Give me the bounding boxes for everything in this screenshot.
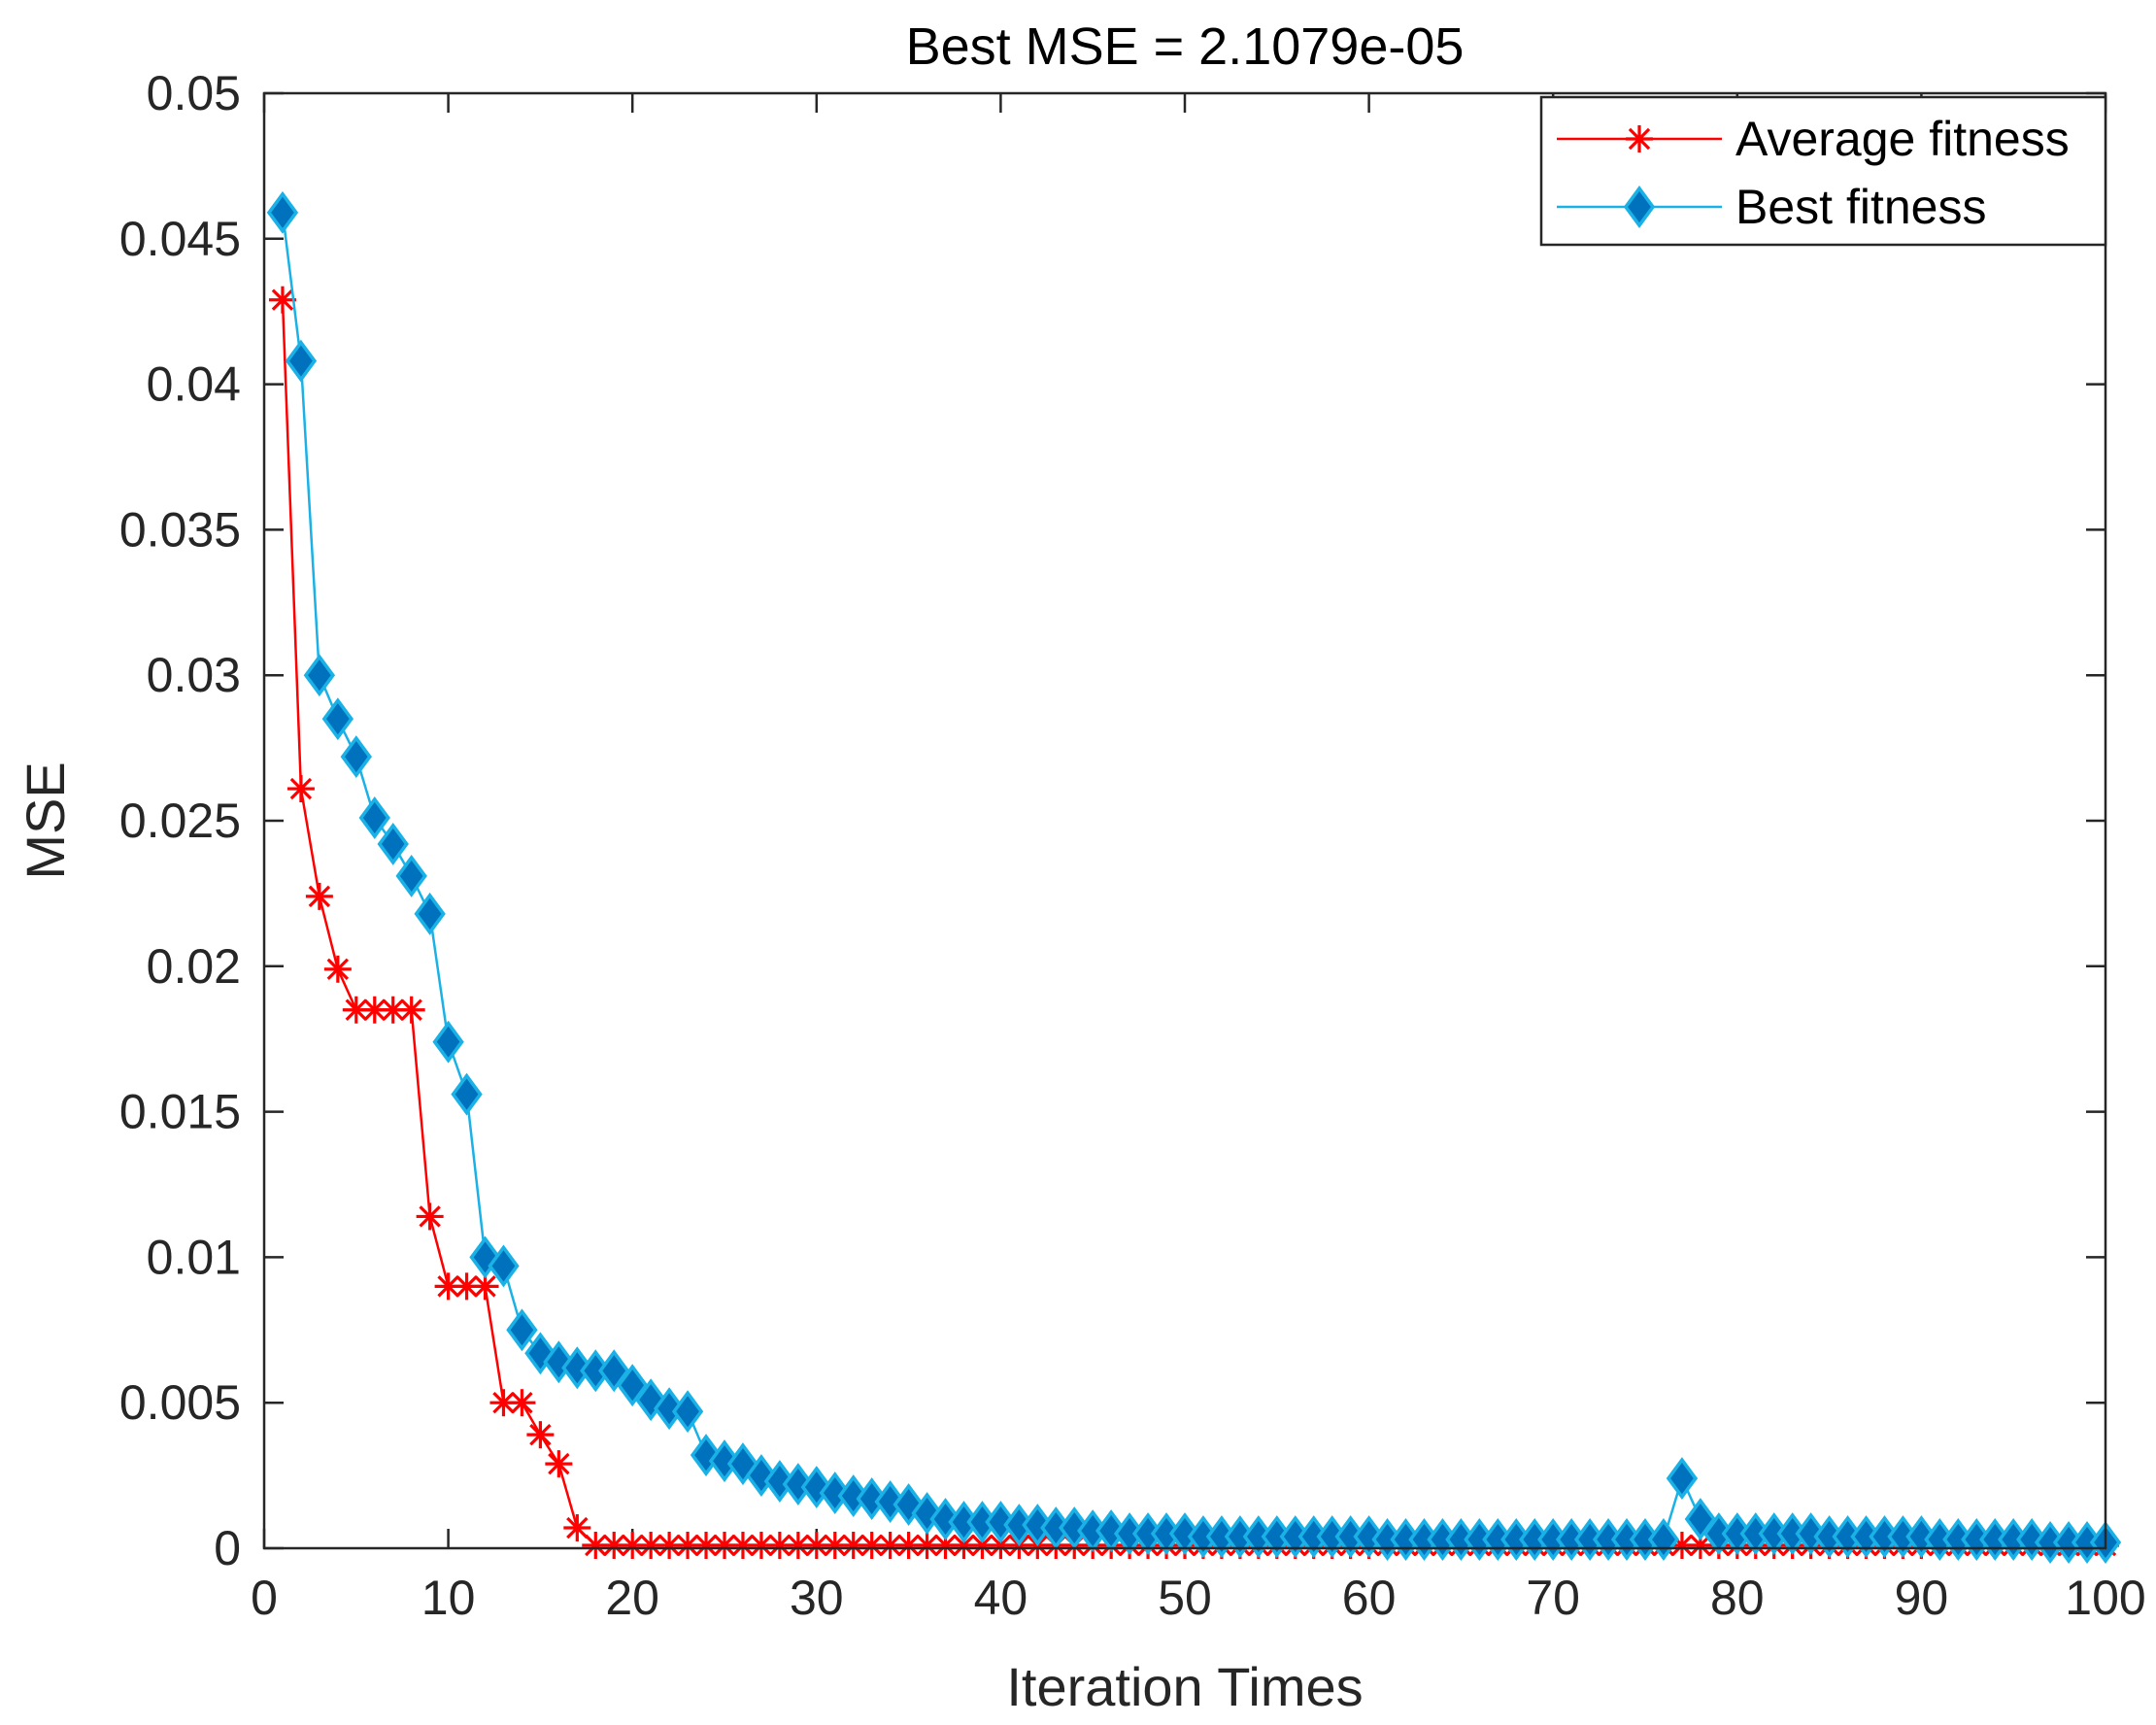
x-tick-label: 0	[251, 1571, 278, 1625]
best-fitness-point	[763, 1460, 796, 1504]
average-fitness-point	[821, 1532, 849, 1560]
x-tick-label: 20	[605, 1571, 659, 1625]
y-tick-label: 0.05	[147, 66, 241, 120]
average-fitness-point	[526, 1421, 555, 1449]
average-fitness-point	[379, 996, 407, 1024]
average-fitness-point	[323, 955, 352, 983]
best-fitness-point	[819, 1471, 851, 1515]
y-tick-label: 0	[214, 1521, 241, 1575]
average-fitness-point	[876, 1532, 904, 1560]
y-tick-label: 0.045	[119, 212, 241, 266]
best-fitness-point	[782, 1463, 815, 1506]
legend-average-label: Average fitness	[1735, 112, 2070, 166]
best-fitness-point	[285, 339, 318, 383]
average-fitness-point	[545, 1450, 573, 1478]
axis-ticks: 0 10 20 30 40 50 60 70 80 90 100 0 0.005 0.01 0.015 0.0…	[119, 66, 2146, 1625]
y-tick-label: 0.03	[147, 648, 241, 702]
average-fitness-point	[728, 1532, 757, 1560]
legend: Average fitness Best fitness	[1539, 95, 2107, 247]
x-tick-label: 90	[1895, 1571, 1949, 1625]
x-tick-label: 30	[790, 1571, 844, 1625]
best-fitness-point	[671, 1390, 704, 1434]
legend-average-marker	[1626, 125, 1653, 152]
series-best-fitness	[266, 190, 2122, 1564]
best-fitness-point	[929, 1498, 961, 1540]
average-fitness-point	[692, 1532, 721, 1560]
x-tick-label: 40	[974, 1571, 1028, 1625]
y-tick-label: 0.04	[147, 357, 241, 412]
best-fitness-point	[321, 697, 354, 741]
best-fitness-point	[1022, 1504, 1054, 1546]
best-fitness-point	[266, 190, 299, 234]
best-fitness-point	[874, 1480, 906, 1524]
plot-frame	[262, 91, 2107, 1550]
best-fitness-point	[506, 1308, 538, 1352]
average-fitness-point	[305, 882, 333, 910]
x-tick-label: 10	[421, 1571, 476, 1625]
y-tick-label: 0.025	[119, 794, 241, 848]
best-fitness-point	[837, 1474, 869, 1518]
best-fitness-point	[1666, 1457, 1699, 1501]
best-fitness-point	[432, 1020, 464, 1064]
best-fitness-point	[358, 796, 390, 839]
best-fitness-point	[985, 1501, 1017, 1543]
y-axis-label: MSE	[15, 761, 76, 879]
average-fitness-point	[858, 1532, 886, 1560]
x-tick-label: 100	[2065, 1571, 2145, 1625]
best-fitness-point	[303, 654, 336, 697]
best-fitness-point	[1795, 1512, 1827, 1555]
best-fitness-point	[653, 1387, 686, 1431]
y-tick-label: 0.005	[119, 1375, 241, 1430]
legend-best-label: Best fitness	[1735, 180, 1986, 234]
best-fitness-point	[340, 735, 372, 779]
x-tick-label: 50	[1158, 1571, 1212, 1625]
best-fitness-point	[561, 1346, 593, 1390]
average-fitness-point	[286, 775, 315, 803]
average-fitness-point	[342, 996, 370, 1024]
best-fitness-point	[377, 823, 409, 865]
best-fitness-point	[856, 1477, 888, 1521]
best-fitness-point	[1168, 1512, 1201, 1555]
y-tick-label: 0.01	[147, 1230, 241, 1284]
chart-title: Best MSE = 2.1079e-05	[906, 17, 1465, 76]
average-fitness-point	[453, 1272, 481, 1301]
y-tick-label: 0.035	[119, 502, 241, 557]
best-fitness-point	[395, 854, 427, 897]
x-tick-label: 80	[1710, 1571, 1765, 1625]
average-fitness-point	[563, 1514, 591, 1542]
series-layer	[266, 190, 2122, 1564]
best-fitness-point	[451, 1072, 483, 1116]
best-fitness-point	[1905, 1515, 1937, 1558]
best-fitness-point	[488, 1244, 520, 1288]
legend-best-marker	[1623, 186, 1656, 228]
best-fitness-point	[1353, 1515, 1385, 1558]
best-fitness-point	[1059, 1506, 1091, 1549]
best-fitness-point	[708, 1439, 741, 1483]
y-tick-label: 0.015	[119, 1085, 241, 1139]
average-fitness-point	[397, 996, 425, 1024]
best-fitness-point	[469, 1235, 501, 1279]
average-fitness-point	[268, 286, 296, 314]
average-fitness-point	[508, 1389, 536, 1417]
y-tick-label: 0.02	[147, 939, 241, 994]
best-fitness-point	[414, 892, 446, 935]
x-tick-label: 60	[1342, 1571, 1397, 1625]
x-axis-label: Iteration Times	[1006, 1656, 1363, 1717]
average-fitness-point	[416, 1202, 444, 1231]
x-tick-label: 70	[1526, 1571, 1580, 1625]
